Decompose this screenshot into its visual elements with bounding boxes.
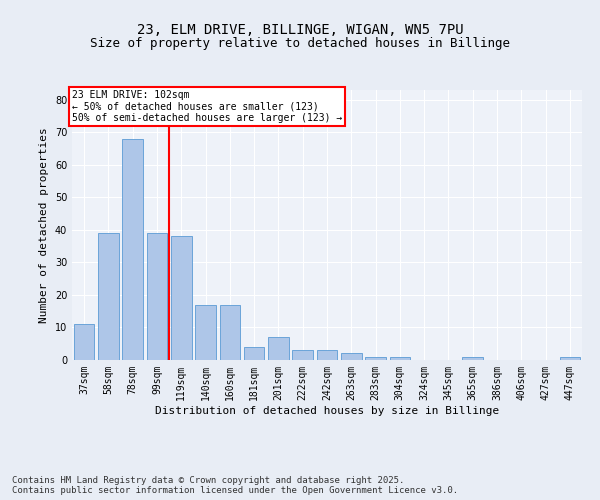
- Bar: [244, 347, 265, 360]
- Bar: [195, 304, 216, 360]
- Bar: [98, 233, 119, 360]
- Bar: [341, 354, 362, 360]
- Text: Size of property relative to detached houses in Billinge: Size of property relative to detached ho…: [90, 38, 510, 51]
- Text: 23, ELM DRIVE, BILLINGE, WIGAN, WN5 7PU: 23, ELM DRIVE, BILLINGE, WIGAN, WN5 7PU: [137, 22, 463, 36]
- Bar: [220, 304, 240, 360]
- Bar: [268, 337, 289, 360]
- Bar: [171, 236, 191, 360]
- Text: 23 ELM DRIVE: 102sqm
← 50% of detached houses are smaller (123)
50% of semi-deta: 23 ELM DRIVE: 102sqm ← 50% of detached h…: [72, 90, 342, 123]
- Bar: [74, 324, 94, 360]
- X-axis label: Distribution of detached houses by size in Billinge: Distribution of detached houses by size …: [155, 406, 499, 415]
- Text: Contains HM Land Registry data © Crown copyright and database right 2025.
Contai: Contains HM Land Registry data © Crown c…: [12, 476, 458, 495]
- Bar: [146, 233, 167, 360]
- Y-axis label: Number of detached properties: Number of detached properties: [39, 127, 49, 323]
- Bar: [463, 356, 483, 360]
- Bar: [560, 356, 580, 360]
- Bar: [389, 356, 410, 360]
- Bar: [317, 350, 337, 360]
- Bar: [292, 350, 313, 360]
- Bar: [122, 139, 143, 360]
- Bar: [365, 356, 386, 360]
